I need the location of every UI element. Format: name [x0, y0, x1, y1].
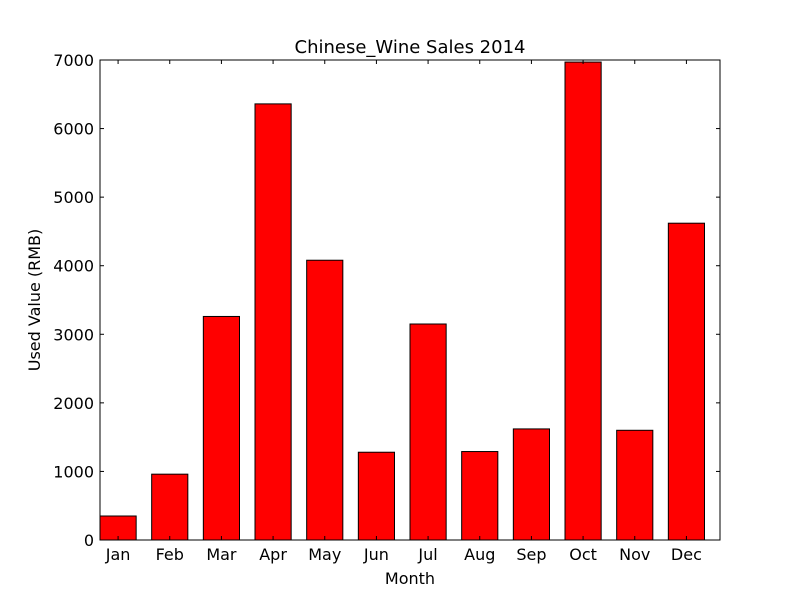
y-tick-label: 5000 [53, 188, 94, 207]
x-tick-label: Sep [516, 545, 546, 564]
y-tick-label: 4000 [53, 257, 94, 276]
bar-sep [512, 428, 550, 541]
y-tick-label: 3000 [53, 325, 94, 344]
x-tick-label: Apr [259, 545, 287, 564]
x-tick-label: Aug [464, 545, 495, 564]
bar-apr [254, 103, 292, 541]
y-tick-label: 6000 [53, 120, 94, 139]
plot-frame [99, 59, 721, 541]
x-tick-label: Jan [105, 545, 131, 564]
bar-nov [616, 429, 654, 541]
x-tick-label: May [308, 545, 341, 564]
bar-jun [357, 451, 396, 541]
x-tick-label: Nov [619, 545, 650, 564]
chart-title: Chinese_Wine Sales 2014 [295, 37, 526, 58]
x-tick-label: Mar [206, 545, 237, 564]
y-tick-label: 1000 [53, 462, 94, 481]
x-tick-label: Dec [671, 545, 702, 564]
x-tick-label: Jul [417, 545, 437, 564]
bar-oct [564, 61, 602, 541]
y-axis-label: Used Value (RMB) [25, 229, 44, 372]
y-ticks-group: 0 1000 2000 3000 4000 5000 6000 7000 [53, 51, 720, 550]
y-tick-label: 0 [84, 531, 94, 550]
x-tick-label: Feb [156, 545, 184, 564]
x-tick-label: Oct [569, 545, 597, 564]
bar-mar [202, 315, 240, 541]
bar-jul [409, 323, 447, 541]
bar-aug [461, 451, 499, 541]
bars-group [99, 61, 705, 541]
x-axis-label: Month [385, 569, 435, 588]
x-tick-label: Jun [363, 545, 389, 564]
bar-feb [151, 473, 189, 541]
y-tick-label: 7000 [53, 51, 94, 70]
bar-dec [667, 222, 705, 541]
y-tick-label: 2000 [53, 394, 94, 413]
x-ticks-group: Jan Feb Mar Apr May Jun Jul Aug Sep Oct Nov Dec [105, 60, 702, 564]
bar-may [306, 259, 344, 541]
